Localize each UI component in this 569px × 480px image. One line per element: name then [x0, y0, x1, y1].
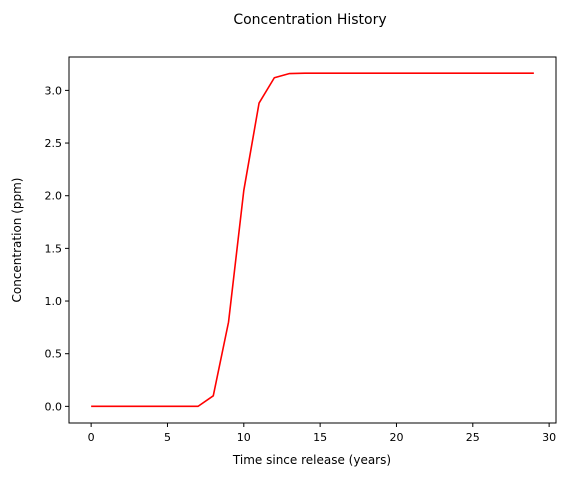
x-axis: 0 5 10 15 20 25 30	[88, 423, 556, 444]
x-tick-label: 25	[466, 431, 480, 444]
plot-area	[68, 56, 557, 424]
y-axis: 0.0 0.5 1.0 1.5 2.0 2.5 3.0	[45, 84, 69, 413]
x-tick-label: 20	[389, 431, 403, 444]
y-tick-label: 0.0	[45, 400, 63, 413]
y-tick-label: 1.5	[45, 242, 63, 255]
x-tick-label: 15	[313, 431, 327, 444]
series-group	[91, 72, 534, 408]
chart-title: Concentration History	[233, 12, 386, 28]
series-line	[91, 72, 534, 408]
y-tick-label: 2.5	[45, 137, 63, 150]
x-axis-label: Time since release (years)	[232, 453, 391, 467]
y-axis-label: Concentration (ppm)	[10, 178, 24, 303]
y-tick-label: 2.0	[45, 190, 63, 203]
y-tick-label: 1.0	[45, 295, 63, 308]
x-tick-label: 0	[88, 431, 95, 444]
y-tick-label: 0.5	[45, 348, 63, 361]
x-tick-label: 10	[237, 431, 251, 444]
x-tick-label: 30	[542, 431, 556, 444]
y-tick-label: 3.0	[45, 84, 63, 97]
x-tick-label: 5	[164, 431, 171, 444]
